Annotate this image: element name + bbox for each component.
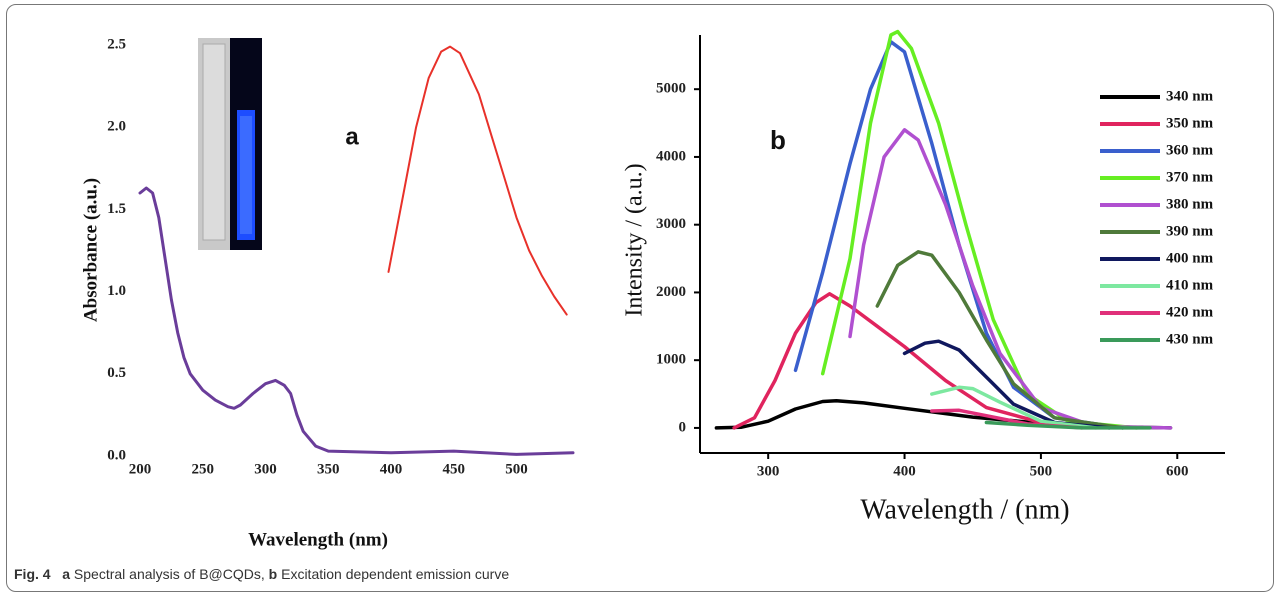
legend-label: 340 nm bbox=[1166, 88, 1214, 104]
y-tick-label: 2000 bbox=[656, 284, 686, 300]
legend-label: 420 nm bbox=[1166, 304, 1214, 320]
legend-label: 370 nm bbox=[1166, 169, 1214, 185]
y-tick-label: 3000 bbox=[656, 216, 686, 232]
x-tick-label: 500 bbox=[1030, 463, 1053, 479]
y-tick-label: 0.0 bbox=[107, 447, 126, 463]
caption-a-text: Spectral analysis of B@CQDs, bbox=[73, 566, 265, 582]
x-axis-title: Wavelength (nm) bbox=[248, 529, 388, 550]
y-axis-title: Intensity / (a.u.) bbox=[622, 163, 648, 316]
legend-label: 350 nm bbox=[1166, 115, 1214, 131]
series-line bbox=[875, 250, 1125, 430]
panel-label: b bbox=[770, 125, 786, 155]
series-line bbox=[902, 339, 1111, 430]
series-line bbox=[138, 186, 575, 456]
y-tick-label: 5000 bbox=[656, 81, 686, 97]
figure-border bbox=[6, 4, 1274, 592]
y-tick-label: 0 bbox=[679, 419, 687, 435]
caption-a: a bbox=[62, 566, 71, 582]
x-tick-label: 450 bbox=[443, 461, 466, 477]
caption-b: b bbox=[268, 566, 278, 582]
y-tick-label: 2.5 bbox=[107, 36, 126, 52]
series-line bbox=[387, 45, 568, 316]
y-tick-label: 2.0 bbox=[107, 119, 126, 135]
x-tick-label: 300 bbox=[757, 463, 780, 479]
caption: Fig. 4 a Spectral analysis of B@CQDs, b … bbox=[14, 566, 509, 582]
x-tick-label: 350 bbox=[317, 461, 340, 477]
x-tick-label: 400 bbox=[893, 463, 916, 479]
series-line bbox=[930, 385, 1098, 430]
y-tick-label: 1.0 bbox=[107, 283, 126, 299]
x-tick-label: 300 bbox=[254, 461, 277, 477]
series-line bbox=[793, 40, 1125, 430]
legend-label: 390 nm bbox=[1166, 223, 1214, 239]
caption-b-text: Excitation dependent emission curve bbox=[281, 566, 510, 582]
inset-photo bbox=[198, 38, 262, 250]
caption-label: Fig. 4 bbox=[14, 566, 51, 582]
y-tick-label: 4000 bbox=[656, 148, 686, 164]
cuvette-glass bbox=[202, 43, 226, 241]
legend-label: 410 nm bbox=[1166, 277, 1214, 293]
y-tick-label: 1.5 bbox=[107, 201, 126, 217]
x-axis-title: Wavelength / (nm) bbox=[860, 494, 1069, 525]
y-axis-title: Absorbance (a.u.) bbox=[80, 178, 101, 322]
x-tick-label: 200 bbox=[129, 461, 152, 477]
panel-label: a bbox=[345, 123, 359, 150]
series-line bbox=[984, 420, 1152, 430]
x-tick-label: 600 bbox=[1166, 463, 1189, 479]
cuvette-uv-core bbox=[240, 116, 252, 234]
y-tick-label: 0.5 bbox=[107, 365, 126, 381]
series-line bbox=[848, 128, 1173, 430]
series-line bbox=[732, 292, 1098, 430]
x-tick-label: 500 bbox=[505, 461, 528, 477]
y-tick-label: 1000 bbox=[656, 352, 686, 368]
legend-label: 380 nm bbox=[1166, 196, 1214, 212]
legend-label: 430 nm bbox=[1166, 331, 1214, 347]
x-tick-label: 250 bbox=[192, 461, 215, 477]
legend-label: 360 nm bbox=[1166, 142, 1214, 158]
x-tick-label: 400 bbox=[380, 461, 403, 477]
legend-label: 400 nm bbox=[1166, 250, 1214, 266]
